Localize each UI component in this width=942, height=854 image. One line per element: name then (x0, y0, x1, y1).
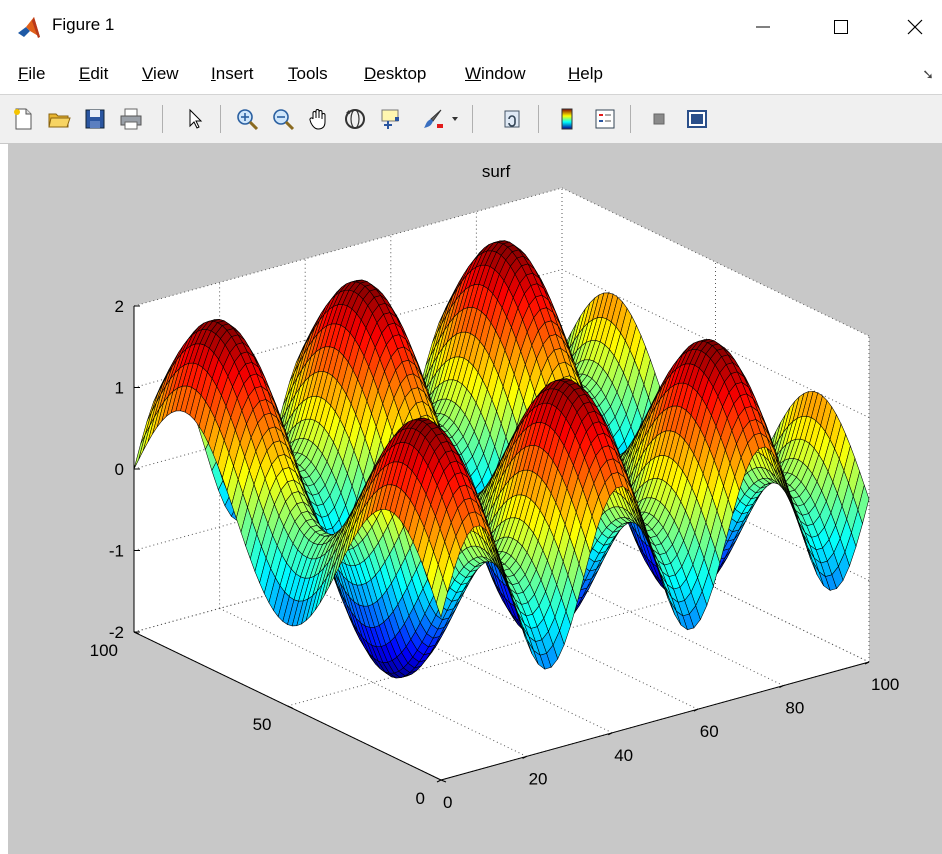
y-tick-label: 0 (416, 789, 425, 808)
grid-line (219, 607, 527, 757)
insert-colorbar-button[interactable] (552, 105, 582, 133)
insert-legend-button[interactable] (590, 105, 620, 133)
menu-file[interactable]: File (18, 64, 46, 83)
insert-legend-icon (595, 109, 615, 129)
x-tick-label: 100 (871, 675, 899, 694)
zoom-out-button[interactable] (268, 105, 298, 133)
surface-mesh (133, 240, 870, 679)
x-tick-label: 80 (785, 699, 804, 718)
y-tick-mark (287, 705, 293, 709)
zoom-in-icon (237, 109, 259, 131)
matlab-logo-icon (16, 15, 42, 41)
print-figure-button[interactable] (116, 105, 146, 133)
brush-dropdown-icon (452, 117, 458, 121)
x-axis-line (440, 661, 870, 781)
surface-patch (436, 577, 448, 618)
maximize-icon (834, 20, 848, 34)
print-figure-icon (120, 108, 142, 130)
toolbar-separator (538, 105, 539, 133)
close-icon (907, 19, 923, 35)
x-tick-mark (779, 685, 784, 689)
open-file-button[interactable] (44, 105, 74, 133)
menu-window[interactable]: Window (465, 64, 526, 83)
brush-dropdown-button[interactable] (448, 105, 462, 133)
grid-line (561, 187, 870, 337)
pan-button[interactable] (304, 105, 334, 133)
x-tick-mark (693, 708, 699, 712)
zoom-in-button[interactable] (232, 105, 262, 133)
rotate-3d-button[interactable] (340, 105, 370, 133)
save-figure-button[interactable] (80, 105, 110, 133)
new-figure-button[interactable] (8, 105, 38, 133)
z-tick-label: 1 (115, 379, 124, 398)
pan-hand-icon (309, 109, 326, 130)
zoom-out-icon (273, 109, 295, 131)
data-cursor-button[interactable] (376, 105, 406, 133)
x-tick-label: 40 (614, 746, 633, 765)
menu-tools[interactable]: Tools (288, 64, 328, 83)
show-plot-tools-button[interactable] (682, 105, 712, 133)
menu-view[interactable]: View (142, 64, 179, 83)
title-bar: Figure 1 (0, 0, 942, 56)
edit-plot-button[interactable] (180, 105, 210, 133)
rotate-3d-icon (345, 109, 365, 129)
new-figure-icon (14, 108, 32, 130)
brush-button[interactable] (418, 105, 448, 133)
figure-toolbar (0, 94, 942, 144)
dock-arrow-icon[interactable]: ➘ (922, 66, 934, 82)
x-tick-label: 60 (700, 722, 719, 741)
menu-insert[interactable]: Insert (211, 64, 254, 83)
z-tick-label: -1 (109, 542, 124, 561)
toolbar-separator (162, 105, 163, 133)
minimize-icon (756, 26, 770, 28)
minimize-button[interactable] (740, 8, 786, 46)
toolbar-separator (220, 105, 221, 133)
link-plot-button[interactable] (498, 105, 528, 133)
chart-title: surf (482, 162, 511, 181)
z-tick-label: 0 (115, 460, 124, 479)
y-tick-mark (440, 779, 447, 783)
show-plot-tools-icon (687, 110, 707, 128)
menu-help[interactable]: Help (568, 64, 603, 83)
z-tick-label: -2 (109, 623, 124, 642)
menu-desktop[interactable]: Desktop (364, 64, 427, 83)
y-tick-label: 50 (253, 715, 272, 734)
link-plot-icon (504, 110, 520, 128)
z-tick-label: 2 (115, 297, 124, 316)
close-button[interactable] (892, 8, 938, 46)
figure-canvas[interactable]: 0 20 40 60 80 100 0 50 100 -2 -1 0 1 2 surf (8, 143, 942, 854)
x-tick-label: 0 (443, 793, 452, 812)
x-tick-label: 20 (529, 769, 548, 788)
edit-plot-arrow-icon (189, 108, 203, 129)
y-tick-label: 100 (90, 641, 118, 660)
x-tick-mark (607, 732, 613, 736)
maximize-button[interactable] (818, 8, 864, 46)
data-cursor-icon (381, 109, 399, 129)
insert-colorbar-icon (561, 108, 573, 130)
save-figure-icon (85, 109, 105, 129)
toolbar-separator (630, 105, 631, 133)
x-tick-mark (864, 661, 870, 665)
brush-icon (424, 109, 443, 128)
toolbar-separator (472, 105, 473, 133)
hide-plot-tools-icon (653, 113, 665, 125)
window-title: Figure 1 (52, 15, 115, 34)
x-tick-mark (522, 755, 527, 759)
menu-edit[interactable]: Edit (79, 64, 109, 83)
open-file-icon (48, 113, 71, 128)
x-tick-mark (436, 779, 442, 783)
menu-bar: File Edit View Insert Tools Desktop Wind… (0, 58, 942, 90)
hide-plot-tools-button[interactable] (644, 105, 674, 133)
